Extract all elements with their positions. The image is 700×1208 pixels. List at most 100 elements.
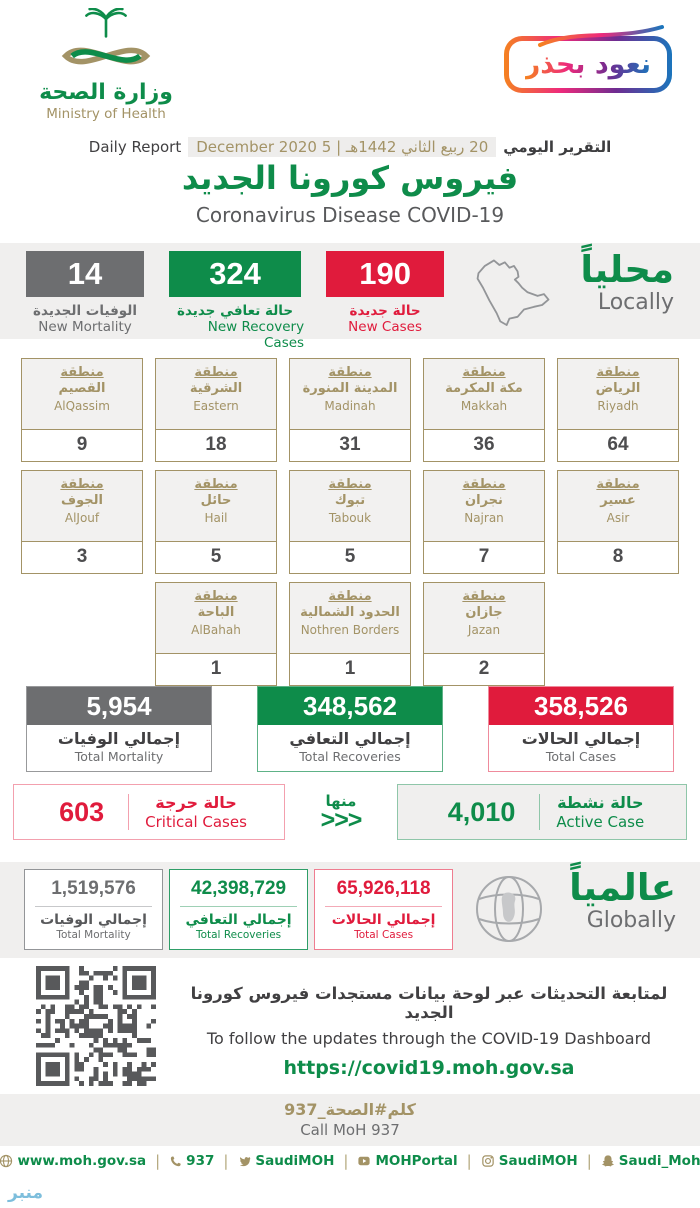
new-cases-value: 190: [326, 251, 445, 297]
region-name-ar: تبوك: [334, 493, 366, 509]
page-title-en: Coronavirus Disease COVID-19: [195, 203, 505, 227]
instagram-link[interactable]: SaudiMOH: [481, 1153, 578, 1169]
locally-heading-ar: محلياً: [580, 248, 674, 291]
total-mortality-label-ar: إجمالي الوفيات: [57, 729, 181, 748]
report-label-ar: التقرير اليومي: [503, 138, 612, 156]
global-recoveries-label-ar: إجمالي التعافي: [185, 912, 292, 928]
region-name-en: AlBahah: [191, 623, 241, 638]
divider: |: [343, 1152, 349, 1170]
region-prefix: منطقة: [462, 477, 506, 492]
badge-label: نعود بحذر: [524, 49, 651, 80]
region-card-albahah: منطقة الباحة AlBahah 1: [155, 582, 277, 686]
regions-row-1: منطقة الرياض Riyadh 64 منطقة مكة المكرمة…: [0, 358, 700, 462]
divider: |: [223, 1152, 229, 1170]
new-cases-stat: 190 حالة جديدة New Cases: [326, 251, 445, 335]
return-with-caution-badge: نعود بحذر: [503, 25, 672, 93]
new-recoveries-label-en: New Recovery Cases: [207, 319, 305, 351]
region-name-ar: جازان: [465, 605, 503, 621]
new-cases-label-ar: حالة جديدة: [349, 303, 421, 319]
divider: [180, 906, 298, 907]
new-mortality-label-ar: الوفيات الجديدة: [33, 303, 137, 319]
region-name-en: AlQassim: [54, 399, 110, 414]
locally-heading: محلياً Locally: [580, 248, 674, 315]
region-card-hail: منطقة حائل Hail 5: [155, 470, 277, 574]
divider: [325, 906, 443, 907]
region-name-en: Eastern: [193, 399, 239, 414]
call-moh-band: كلم#الصحة_937 Call MoH 937: [0, 1094, 700, 1146]
region-prefix: منطقة: [194, 477, 238, 492]
region-value: 36: [473, 434, 495, 455]
phone-icon: [171, 1155, 181, 1166]
region-prefix: منطقة: [328, 365, 372, 380]
total-recoveries-card: 348,562 إجمالي التعافي Total Recoveries: [257, 686, 443, 772]
region-name-ar: الباحة: [197, 605, 235, 621]
new-recoveries-label-ar: حالة تعافي جديدة: [177, 303, 294, 319]
dashboard-text-ar: لمتابعة التحديثات عبر لوحة بيانات مستجدا…: [190, 984, 668, 1022]
region-name-en: Makkah: [460, 399, 508, 414]
region-name-ar: الجوف: [61, 493, 103, 509]
region-name-en: Jazan: [467, 623, 501, 638]
dashboard-text-en: To follow the updates through the COVID-…: [206, 1029, 652, 1048]
global-total-mortality-card: 1,519,576 إجمالي الوفيات Total Mortality: [23, 869, 164, 950]
youtube-label: MOHPortal: [375, 1153, 458, 1169]
locally-section: محلياً Locally 190 حالة جديدة New Cases …: [0, 243, 700, 351]
total-mortality-card: 5,954 إجمالي الوفيات Total Mortality: [26, 686, 212, 772]
report-date: 20 ربيع الثاني 1442هـ | 5 December 2020: [188, 137, 497, 157]
total-cases-label-ar: إجمالي الحالات: [521, 729, 641, 748]
region-name-en: Tabouk: [328, 511, 372, 526]
region-value: 18: [205, 434, 227, 455]
youtube-icon: [358, 1156, 371, 1166]
moh-logo: وزارة الصحة Ministry of Health: [26, 8, 186, 122]
watermark-logo: منبر: [8, 1185, 43, 1202]
region-card-riyadh: منطقة الرياض Riyadh 64: [557, 358, 679, 462]
total-mortality-value: 5,954: [27, 687, 211, 725]
critical-label-en: Critical Cases: [145, 812, 247, 831]
twitter-icon: [240, 1156, 251, 1167]
region-prefix: منطقة: [60, 477, 104, 492]
region-prefix: منطقة: [596, 477, 640, 492]
region-prefix: منطقة: [328, 589, 372, 604]
dashboard-url-link[interactable]: https://covid19.moh.gov.sa: [283, 1057, 575, 1079]
regions-grid: منطقة الرياض Riyadh 64 منطقة مكة المكرمة…: [0, 358, 700, 694]
divider: |: [155, 1152, 161, 1170]
global-recoveries-value: 42,398,729: [191, 878, 287, 899]
phone-link[interactable]: 937: [169, 1153, 214, 1169]
global-recoveries-label-en: Total Recoveries: [195, 929, 282, 941]
new-cases-label-en: New Cases: [348, 319, 422, 335]
new-recoveries-stat: 324 حالة تعافي جديدة New Recovery Cases: [166, 251, 304, 351]
footer-links: www.moh.gov.sa | 937 | SaudiMOH | MOHPor…: [0, 1152, 700, 1170]
active-cases-box: حالة نشطة Active Case 4,010: [397, 784, 687, 840]
total-recoveries-label-en: Total Recoveries: [299, 749, 401, 764]
globally-heading: عالمياً Globally: [569, 868, 676, 933]
twitter-link[interactable]: SaudiMOH: [237, 1153, 334, 1169]
region-value: 5: [344, 546, 356, 567]
region-value: 64: [607, 434, 629, 455]
region-value: 1: [344, 658, 356, 679]
website-link[interactable]: www.moh.gov.sa: [0, 1153, 146, 1169]
region-prefix: منطقة: [462, 365, 506, 380]
region-value: 7: [478, 546, 490, 567]
total-mortality-label-en: Total Mortality: [74, 749, 164, 764]
of-which-indicator: منها <<<: [309, 792, 373, 835]
new-recoveries-value: 324: [169, 251, 302, 297]
watermark-text: منبر: [8, 1183, 43, 1203]
region-name-ar: عسير: [600, 493, 636, 509]
chevrons-icon: <<<: [320, 806, 363, 835]
snapchat-icon: [601, 1155, 614, 1167]
global-cases-label-ar: إجمالي الحالات: [331, 912, 436, 928]
region-name-en: Nothren Borders: [300, 623, 400, 638]
snapchat-label: Saudi_Moh: [618, 1153, 700, 1169]
youtube-link[interactable]: MOHPortal: [357, 1153, 458, 1169]
global-total-cases-card: 65,926,118 إجمالي الحالات Total Cases: [314, 869, 454, 950]
instagram-label: SaudiMOH: [498, 1153, 578, 1169]
website-label: www.moh.gov.sa: [17, 1153, 147, 1169]
snapchat-link[interactable]: Saudi_Moh: [601, 1153, 700, 1169]
region-name-en: Riyadh: [597, 399, 639, 414]
divider: |: [586, 1152, 592, 1170]
region-name-en: AlJouf: [64, 511, 100, 526]
region-card-najran: منطقة نجران Najran 7: [423, 470, 545, 574]
region-card-asir: منطقة عسير Asir 8: [557, 470, 679, 574]
total-cases-value: 358,526: [489, 687, 673, 725]
active-label-ar: حالة نشطة: [557, 793, 644, 813]
global-cases-label-en: Total Cases: [354, 929, 414, 941]
